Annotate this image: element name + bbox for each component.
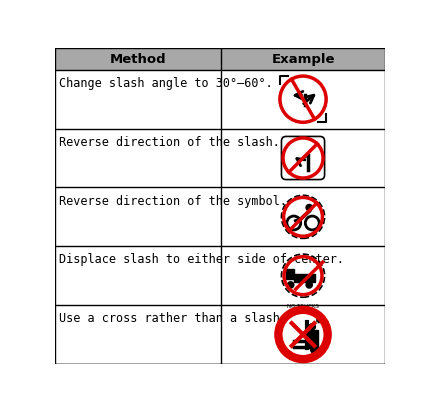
Circle shape [310,346,317,354]
Text: Reverse direction of the symbol.: Reverse direction of the symbol. [58,194,287,207]
Text: Change slash angle to 30°–60°.: Change slash angle to 30°–60°. [58,77,272,90]
Circle shape [287,281,295,289]
Text: Method: Method [109,53,166,66]
Text: Reverse direction of the slash.: Reverse direction of the slash. [58,135,279,148]
Bar [294,274,315,282]
Bar [286,270,294,279]
Text: Displace slash to either side of center.: Displace slash to either side of center. [58,253,344,266]
Circle shape [305,204,313,212]
Circle shape [308,323,316,331]
Bar [55,49,385,71]
Bar [307,330,317,348]
Text: NO TRUCKS: NO TRUCKS [287,303,319,309]
FancyBboxPatch shape [281,137,325,180]
Circle shape [305,281,313,289]
Text: Example: Example [271,53,335,66]
Text: Use a cross rather than a slash.: Use a cross rather than a slash. [58,312,287,324]
